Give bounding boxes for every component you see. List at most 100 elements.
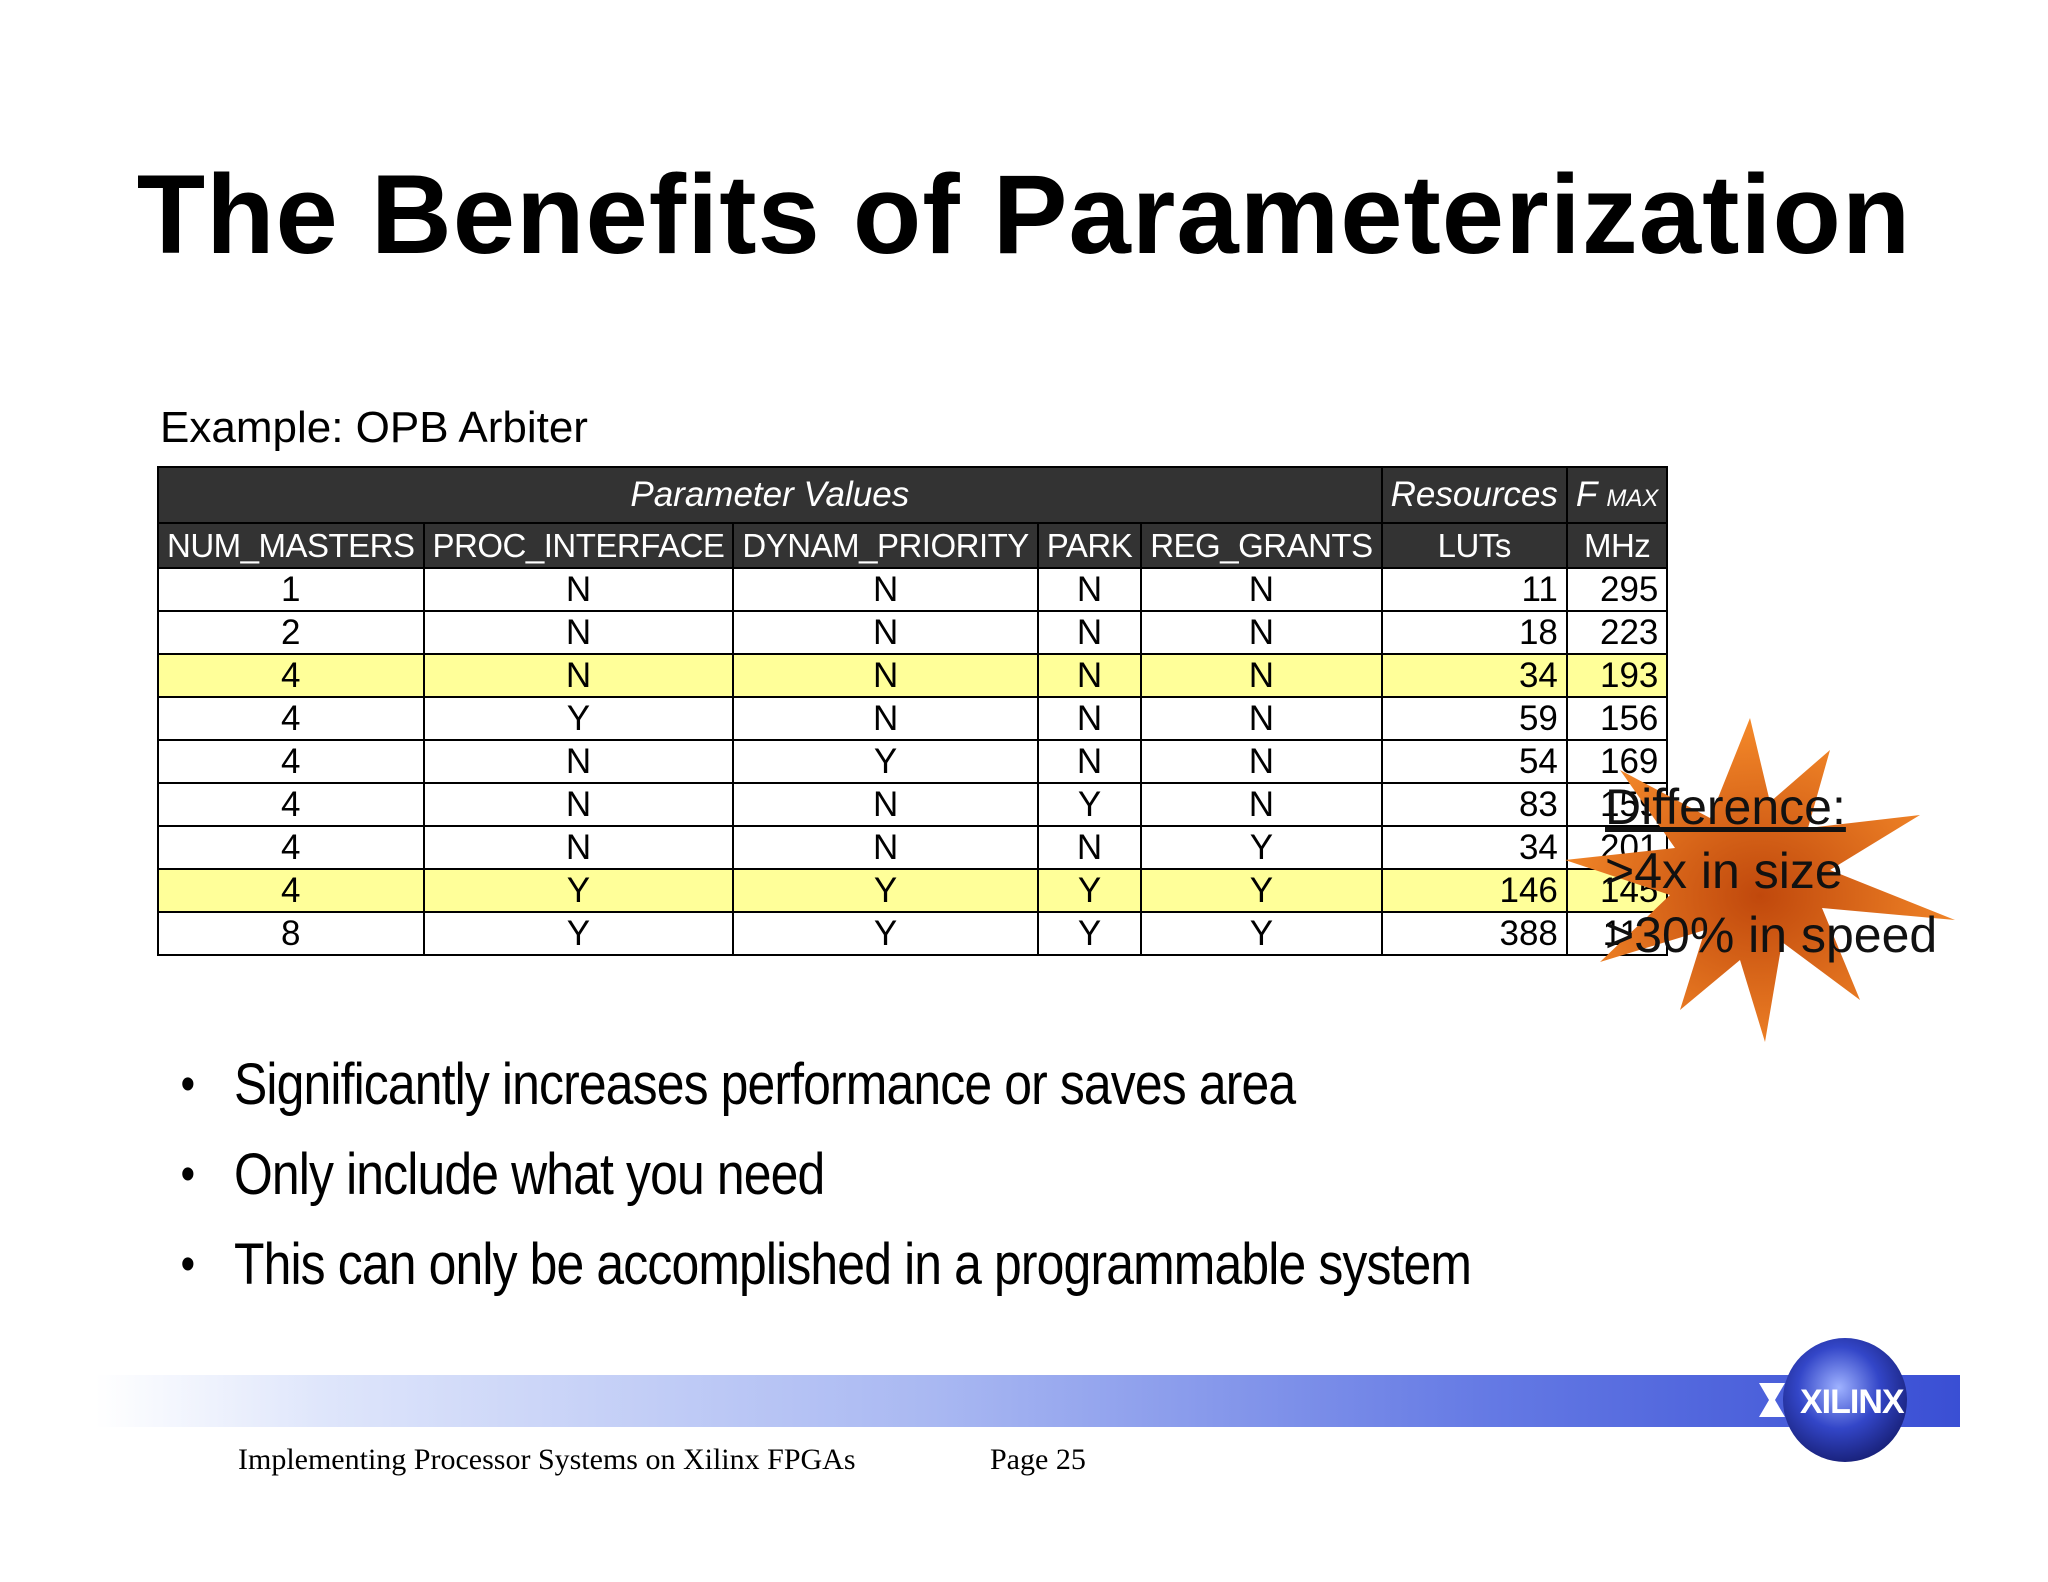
cell: 4 bbox=[157, 696, 425, 741]
cell: 11 bbox=[1380, 567, 1568, 612]
cell: 4 bbox=[157, 739, 425, 784]
cell: Y bbox=[732, 868, 1039, 913]
col-park: PARK bbox=[1036, 522, 1143, 569]
cell: N bbox=[732, 696, 1039, 741]
cell: N bbox=[1036, 610, 1143, 655]
callout-heading: Difference: bbox=[1605, 779, 1846, 835]
group-fmax: F MAX bbox=[1565, 466, 1669, 524]
cell: Y bbox=[422, 868, 735, 913]
col-luts: LUTs bbox=[1380, 522, 1568, 569]
opb-arbiter-table: Parameter Values Resources F MAX NUM_MAS… bbox=[157, 466, 1669, 956]
bullet-list: • Significantly increases performance or … bbox=[160, 1040, 1685, 1310]
callout-speed: >30% in speed bbox=[1605, 907, 1938, 963]
table-row-highlighted: 4 Y Y Y Y 146 145 bbox=[157, 868, 1669, 913]
cell: N bbox=[1140, 739, 1383, 784]
col-reg-grants: REG_GRANTS bbox=[1140, 522, 1383, 569]
cell: N bbox=[422, 610, 735, 655]
cell: N bbox=[1140, 782, 1383, 827]
col-proc-interface: PROC_INTERFACE bbox=[422, 522, 735, 569]
cell: Y bbox=[1036, 911, 1143, 956]
col-mhz: MHz bbox=[1565, 522, 1669, 569]
cell: Y bbox=[1140, 911, 1383, 956]
col-dynam-priority: DYNAM_PRIORITY bbox=[732, 522, 1039, 569]
cell: Y bbox=[732, 911, 1039, 956]
cell: 146 bbox=[1380, 868, 1568, 913]
cell: Y bbox=[422, 696, 735, 741]
cell: N bbox=[732, 782, 1039, 827]
cell: 83 bbox=[1380, 782, 1568, 827]
cell: N bbox=[1036, 825, 1143, 870]
starburst-icon bbox=[1565, 718, 1955, 1042]
cell: 169 bbox=[1565, 739, 1669, 784]
table-group-header: Parameter Values Resources F MAX bbox=[157, 466, 1669, 524]
xilinx-globe-icon bbox=[1759, 1338, 1907, 1462]
cell: N bbox=[422, 739, 735, 784]
cell: N bbox=[732, 610, 1039, 655]
cell: 223 bbox=[1565, 610, 1669, 655]
cell: 4 bbox=[157, 868, 425, 913]
cell: N bbox=[1036, 696, 1143, 741]
example-label: Example: OPB Arbiter bbox=[160, 403, 588, 452]
cell: N bbox=[422, 653, 735, 698]
cell: N bbox=[1140, 653, 1383, 698]
cell: N bbox=[1036, 653, 1143, 698]
cell: N bbox=[732, 653, 1039, 698]
cell: N bbox=[732, 567, 1039, 612]
cell: N bbox=[1140, 567, 1383, 612]
cell: Y bbox=[422, 911, 735, 956]
callout-size: >4x in size bbox=[1605, 843, 1843, 899]
cell: N bbox=[1140, 696, 1383, 741]
cell: 18 bbox=[1380, 610, 1568, 655]
cell: 295 bbox=[1565, 567, 1669, 612]
cell: N bbox=[422, 825, 735, 870]
footer-caption: Implementing Processor Systems on Xilinx… bbox=[238, 1443, 856, 1476]
cell: N bbox=[1036, 567, 1143, 612]
cell: Y bbox=[1140, 868, 1383, 913]
page-number: Page 25 bbox=[990, 1443, 1086, 1476]
table-row: 2 N N N N 18 223 bbox=[157, 610, 1669, 655]
slide-title: The Benefits of Parameterization bbox=[136, 152, 1912, 277]
cell: 4 bbox=[157, 782, 425, 827]
difference-callout: Difference: >4x in size >30% in speed bbox=[1605, 775, 1937, 967]
table-row: 4 Y N N N 59 156 bbox=[157, 696, 1669, 741]
bullet-item: • This can only be accomplished in a prog… bbox=[160, 1220, 1472, 1310]
bullet-icon: • bbox=[180, 1058, 195, 1111]
cell: Y bbox=[732, 739, 1039, 784]
table-row: 4 N N N Y 34 201 bbox=[157, 825, 1669, 870]
footer-band bbox=[95, 1375, 1960, 1427]
bullet-icon: • bbox=[180, 1148, 195, 1201]
cell: 34 bbox=[1380, 653, 1568, 698]
cell: 8 bbox=[157, 911, 425, 956]
group-parameter-values: Parameter Values bbox=[157, 466, 1383, 524]
cell: 2 bbox=[157, 610, 425, 655]
bullet-item: • Only include what you need bbox=[160, 1130, 1471, 1220]
bullet-icon: • bbox=[180, 1238, 195, 1291]
cell: N bbox=[1036, 739, 1143, 784]
cell: 156 bbox=[1565, 696, 1669, 741]
cell: N bbox=[422, 782, 735, 827]
cell: 1 bbox=[157, 567, 425, 612]
cell: 54 bbox=[1380, 739, 1568, 784]
cell: 4 bbox=[157, 653, 425, 698]
group-resources: Resources bbox=[1380, 466, 1568, 524]
table-row: 4 N Y N N 54 169 bbox=[157, 739, 1669, 784]
cell: 4 bbox=[157, 825, 425, 870]
table-row: 8YYYY388112 bbox=[157, 911, 1669, 956]
cell: N bbox=[1140, 610, 1383, 655]
cell: 193 bbox=[1565, 653, 1669, 698]
cell: N bbox=[732, 825, 1039, 870]
xilinx-logo: XILINX bbox=[1800, 1383, 1905, 1421]
cell: 388 bbox=[1380, 911, 1568, 956]
table-column-header: NUM_MASTERS PROC_INTERFACE DYNAM_PRIORIT… bbox=[157, 522, 1669, 569]
table-row: 1 N N N N 11 295 bbox=[157, 567, 1669, 612]
cell: Y bbox=[1140, 825, 1383, 870]
cell: Y bbox=[1036, 782, 1143, 827]
table-row: 4 N N Y N 83 159 bbox=[157, 782, 1669, 827]
bullet-item: • Significantly increases performance or … bbox=[160, 1040, 1471, 1130]
cell: 34 bbox=[1380, 825, 1568, 870]
cell: N bbox=[422, 567, 735, 612]
cell: 59 bbox=[1380, 696, 1568, 741]
cell: Y bbox=[1036, 868, 1143, 913]
col-num-masters: NUM_MASTERS bbox=[157, 522, 425, 569]
table-row-highlighted: 4 N N N N 34 193 bbox=[157, 653, 1669, 698]
